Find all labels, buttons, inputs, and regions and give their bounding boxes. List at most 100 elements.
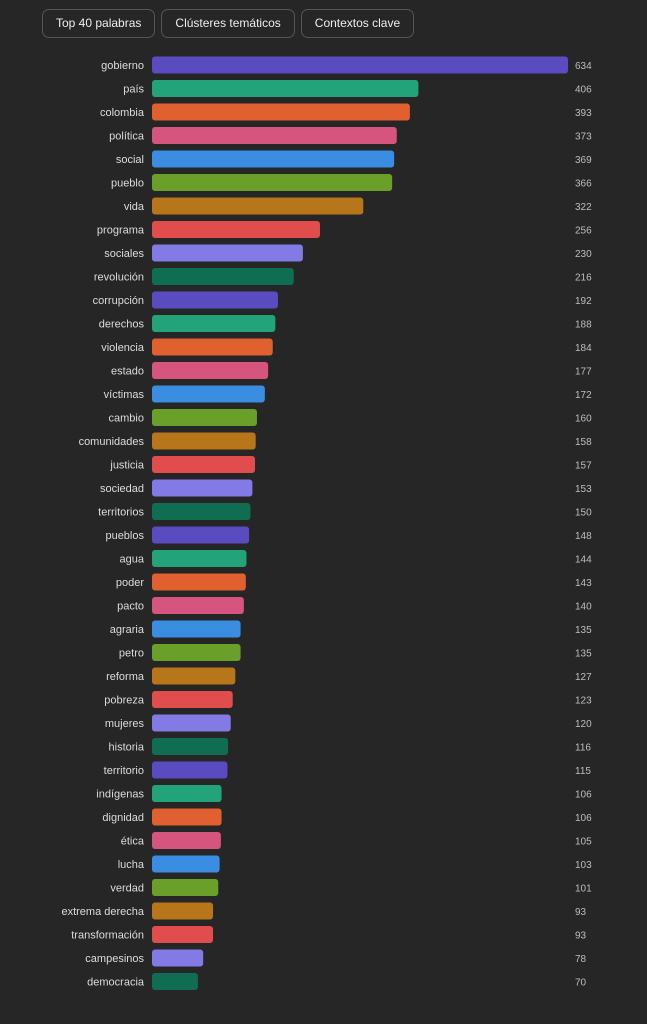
- bar: [152, 855, 220, 873]
- value-label: 256: [575, 226, 592, 237]
- bar: [152, 385, 265, 403]
- category-label: corrupción: [93, 295, 144, 307]
- bar: [152, 761, 228, 779]
- category-label: pobreza: [104, 695, 145, 707]
- value-label: 406: [575, 85, 592, 96]
- bar: [152, 879, 219, 896]
- bar: [152, 808, 222, 826]
- value-label: 70: [575, 978, 587, 989]
- value-label: 105: [575, 837, 592, 848]
- category-label: poder: [116, 577, 144, 589]
- bar: [152, 785, 222, 802]
- value-label: 158: [575, 437, 592, 448]
- category-label: vida: [124, 201, 145, 213]
- category-label: agua: [120, 554, 145, 566]
- category-label: ética: [121, 836, 145, 848]
- value-label: 127: [575, 672, 592, 683]
- category-label: territorio: [104, 765, 144, 777]
- value-label: 216: [575, 273, 592, 284]
- category-label: historia: [109, 742, 145, 754]
- category-label: comunidades: [79, 436, 145, 448]
- bar: [152, 362, 269, 379]
- value-label: 150: [575, 508, 592, 519]
- bar: [152, 644, 241, 661]
- bar: [152, 197, 364, 215]
- category-label: pueblo: [111, 178, 144, 190]
- category-label: revolución: [94, 272, 144, 284]
- value-label: 135: [575, 649, 592, 660]
- category-label: lucha: [118, 859, 145, 871]
- category-label: campesinos: [85, 953, 144, 965]
- value-label: 634: [575, 61, 592, 72]
- category-label: social: [116, 154, 144, 166]
- bar: [152, 526, 250, 544]
- value-label: 106: [575, 790, 592, 801]
- tab-top-40-palabras[interactable]: Top 40 palabras: [42, 9, 156, 38]
- bar: [152, 456, 256, 473]
- category-label: indígenas: [96, 789, 144, 801]
- view-tabs: Top 40 palabras Clústeres temáticos Cont…: [42, 9, 415, 38]
- category-label: estado: [111, 366, 144, 378]
- tab-clusteres-tematicos[interactable]: Clústeres temáticos: [161, 9, 295, 38]
- category-label: agraria: [110, 624, 145, 636]
- value-label: 144: [575, 555, 592, 566]
- value-label: 140: [575, 602, 592, 613]
- value-label: 184: [575, 343, 592, 354]
- bar: [152, 973, 198, 990]
- value-label: 177: [575, 367, 592, 378]
- bar: [152, 667, 236, 685]
- category-label: derechos: [99, 319, 145, 331]
- value-label: 160: [575, 414, 592, 425]
- category-label: reforma: [106, 671, 145, 683]
- value-label: 116: [575, 743, 591, 754]
- category-label: colombia: [100, 107, 145, 119]
- bar: [152, 127, 397, 144]
- bar: [152, 550, 247, 567]
- bar: [152, 432, 256, 450]
- bar: [152, 479, 253, 497]
- bar: [152, 714, 231, 732]
- category-label: pacto: [117, 601, 144, 613]
- value-label: 366: [575, 179, 592, 190]
- bar: [152, 244, 303, 262]
- bar: [152, 291, 278, 309]
- bar: [152, 573, 246, 591]
- bar: [152, 949, 204, 967]
- value-label: 103: [575, 860, 592, 871]
- bar: [152, 80, 419, 97]
- category-label: sociales: [104, 248, 144, 260]
- category-label: verdad: [110, 883, 144, 895]
- category-label: territorios: [98, 507, 144, 519]
- value-label: 322: [575, 202, 592, 213]
- category-label: gobierno: [101, 60, 144, 72]
- value-label: 78: [575, 954, 587, 965]
- category-label: país: [123, 84, 144, 96]
- bar: [152, 926, 214, 943]
- bar: [152, 103, 410, 121]
- category-label: justicia: [109, 460, 145, 472]
- value-label: 157: [575, 461, 592, 472]
- tab-contextos-clave[interactable]: Contextos clave: [300, 9, 415, 38]
- bar: [152, 315, 276, 332]
- bar: [152, 832, 221, 849]
- value-label: 143: [575, 578, 592, 589]
- value-label: 135: [575, 625, 592, 636]
- value-label: 101: [575, 884, 592, 895]
- value-label: 369: [575, 155, 592, 166]
- category-label: cambio: [109, 413, 144, 425]
- bar: [152, 738, 229, 755]
- bar: [152, 268, 294, 285]
- value-label: 93: [575, 931, 587, 942]
- value-label: 115: [575, 766, 591, 777]
- category-label: sociedad: [100, 483, 144, 495]
- category-label: víctimas: [104, 389, 145, 401]
- bar: [152, 597, 244, 614]
- category-label: petro: [119, 648, 144, 660]
- bar: [152, 221, 320, 238]
- bar: [152, 503, 251, 520]
- category-label: extrema derecha: [61, 906, 144, 918]
- category-label: dignidad: [102, 812, 144, 824]
- value-label: 188: [575, 320, 592, 331]
- value-label: 393: [575, 108, 592, 119]
